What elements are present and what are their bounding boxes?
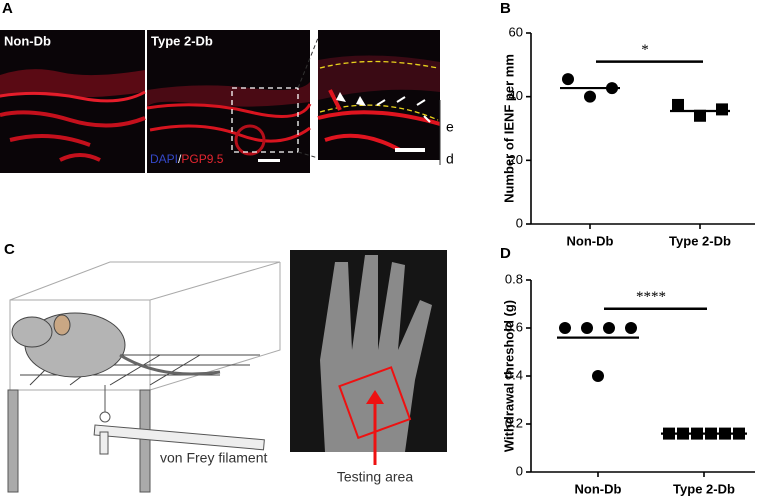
x-tick-label: Non-Db bbox=[567, 233, 614, 248]
stain: PGP9.5 bbox=[181, 152, 223, 166]
x-tick-label: Non-Db bbox=[575, 481, 622, 496]
y-tick-label: 0.6 bbox=[505, 319, 523, 334]
paw-photo bbox=[290, 250, 447, 465]
data-point bbox=[716, 103, 728, 116]
image-label: Non-Db bbox=[4, 33, 51, 48]
x-tick-label: Type 2-Db bbox=[669, 233, 731, 248]
data-point bbox=[705, 427, 717, 440]
data-point bbox=[581, 322, 593, 334]
data-point bbox=[592, 370, 604, 382]
panel-label: A bbox=[2, 0, 13, 17]
data-point bbox=[562, 73, 574, 86]
data-point bbox=[603, 322, 615, 334]
filament-label: von Frey filament bbox=[160, 450, 267, 466]
significance-label: **** bbox=[636, 289, 666, 305]
data-point bbox=[694, 109, 706, 122]
significance-label: * bbox=[641, 42, 649, 58]
y-tick-label: 0.8 bbox=[505, 271, 523, 286]
data-point bbox=[559, 322, 571, 334]
stain: DAPI bbox=[150, 152, 178, 166]
image-label: Type 2-Db bbox=[151, 33, 213, 48]
micrograph-type2: Type 2-Db DAPI/PGP9.5 bbox=[146, 30, 312, 173]
micrograph-non-db: Non-Db bbox=[0, 30, 146, 173]
y-tick-label: 0.4 bbox=[505, 367, 523, 382]
y-tick-label: 20 bbox=[509, 152, 523, 167]
y-tick-label: 0.2 bbox=[505, 415, 523, 430]
setup-drawing bbox=[7, 261, 281, 493]
panel-label: D bbox=[500, 245, 511, 262]
micrograph-inset bbox=[317, 30, 441, 160]
area-label: Testing area bbox=[337, 469, 413, 485]
data-point bbox=[663, 427, 675, 440]
stain: / bbox=[178, 152, 182, 166]
y-tick-label: 0 bbox=[516, 463, 523, 478]
y-tick-label: 40 bbox=[509, 88, 523, 103]
data-point bbox=[606, 82, 618, 95]
stain-label: DAPI/PGP9.5 bbox=[150, 152, 224, 166]
panel-label: C bbox=[4, 241, 15, 258]
data-point bbox=[691, 427, 703, 440]
panel-label: B bbox=[500, 0, 511, 17]
data-point bbox=[625, 322, 637, 334]
data-point bbox=[677, 427, 689, 440]
y-tick-label: 60 bbox=[509, 24, 523, 39]
data-point bbox=[672, 98, 684, 111]
layer-label: e bbox=[446, 119, 454, 135]
data-point bbox=[733, 427, 745, 440]
y-axis-label: Withdrawal threshold (g) bbox=[501, 300, 516, 452]
layer-label: d bbox=[446, 151, 454, 167]
y-tick-label: 0 bbox=[516, 215, 523, 230]
y-axis-label: Number of IENF per mm bbox=[501, 54, 516, 203]
data-point bbox=[719, 427, 731, 440]
x-tick-label: Type 2-Db bbox=[673, 481, 735, 496]
data-point bbox=[584, 90, 596, 103]
